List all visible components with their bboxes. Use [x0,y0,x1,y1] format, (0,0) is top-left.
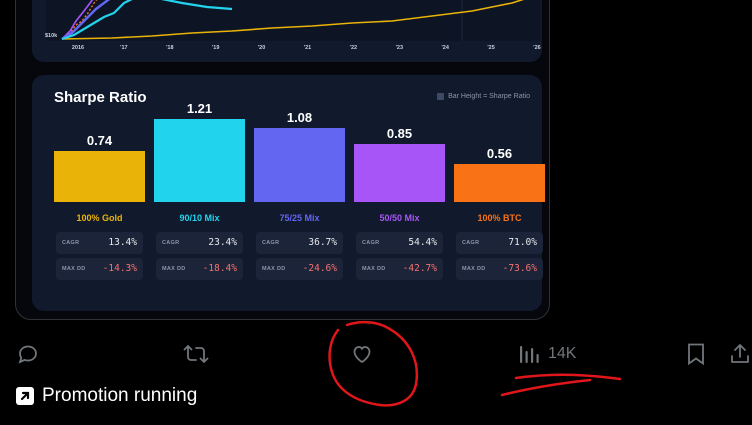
series-line-gold [61,0,524,40]
views-chart-icon [520,346,539,363]
x-tick-label: '26 [533,45,541,51]
red-underline-annotation-2 [500,378,592,397]
sharpe-value-label: 1.08 [286,110,313,125]
stat-value: -42.7% [402,263,437,274]
max-dd-stat: MAX DD -18.4% [156,258,243,280]
sharpe-value-label: 0.85 [386,126,413,141]
portfolio-name: 100% BTC [477,213,522,223]
stat-label: MAX DD [62,266,86,272]
bookmark-button[interactable] [685,340,707,368]
x-tick-label: '17 [120,45,128,51]
stat-value: -18.4% [202,263,237,274]
arrow-up-right-icon [16,387,34,405]
heart-icon [353,346,371,364]
sharpe-bar [54,151,145,202]
portfolio-name: 90/10 Mix [179,213,220,223]
stat-label: MAX DD [162,266,186,272]
stat-label: MAX DD [462,266,486,272]
legend-swatch [437,93,445,100]
cagr-stat: CAGR 36.7% [256,232,343,254]
like-button[interactable] [350,340,374,368]
x-tick-label: '22 [349,45,358,51]
reply-icon [18,345,37,364]
x-tick-label: '21 [303,45,312,51]
sharpe-bar [154,119,245,202]
stat-value: 71.0% [508,237,537,248]
stat-label: CAGR [362,240,380,246]
stat-value: 13.4% [108,237,137,248]
series-line-mix75 [61,0,212,41]
stat-label: CAGR [62,240,80,246]
x-tick-label: 2016 [71,45,85,51]
x-axis-ticks: 2016 '17 '18 '19 '20 '21 '22 '23 '24 '25 '26 [32,45,542,55]
portfolio-name: 50/50 Mix [379,213,420,223]
x-tick-label: '20 [257,45,266,51]
cagr-stat: CAGR 23.4% [156,232,243,254]
max-dd-stat: MAX DD -24.6% [256,258,343,280]
sharpe-value-label: 0.56 [486,146,513,161]
x-tick-label: '18 [166,45,174,51]
sharpe-value-label: 0.74 [86,133,113,148]
y-axis-label: $10k [45,33,58,39]
sharpe-bar [454,164,545,202]
max-dd-stat: MAX DD -73.6% [456,258,543,280]
sharpe-ratio-panel: Sharpe Ratio Bar Height = Sharpe Ratio 0… [32,75,545,311]
growth-line-chart: $10k 2016 '17 '18 '19 '20 '21 '22 '23 '24 '25 '26 [32,0,542,62]
x-tick-label: '25 [487,45,495,51]
promotion-status[interactable]: Promotion running [16,385,197,407]
stat-label: MAX DD [362,266,386,272]
share-button[interactable] [728,340,752,368]
cagr-stat: CAGR 71.0% [456,232,543,254]
views-count: 14K [548,345,577,362]
post-media-card[interactable]: $10k 2016'17'18'19'20'21'22'23'24'25'26 … [15,0,550,320]
sharpe-bar [254,128,345,202]
series-line-mix90 [61,0,233,41]
x-tick-label: '23 [395,45,404,51]
red-underline-annotation [514,373,622,381]
cagr-stat: CAGR 54.4% [356,232,443,254]
repost-icon [183,345,209,363]
series-line-btc [61,0,98,40]
promotion-label: Promotion running [42,385,198,406]
cagr-stat: CAGR 13.4% [56,232,143,254]
post-action-bar: 14K [0,340,752,370]
stat-label: CAGR [262,240,280,246]
share-icon [731,344,749,363]
portfolio-name: 75/25 Mix [279,213,320,223]
stat-label: MAX DD [262,266,286,272]
chart-legend: Bar Height = Sharpe Ratio [437,93,530,100]
stat-value: -24.6% [302,263,337,274]
stat-value: 23.4% [208,237,237,248]
x-tick-label: '19 [211,45,220,51]
sharpe-value-label: 1.21 [186,101,213,116]
max-dd-stat: MAX DD -14.3% [56,258,143,280]
series-line-mix50 [61,0,94,40]
views-button[interactable]: 14K [518,340,576,368]
stat-label: CAGR [162,240,180,246]
max-dd-stat: MAX DD -42.7% [356,258,443,280]
x-tick-label: '24 [441,45,449,51]
portfolio-name: 100% Gold [76,213,123,223]
repost-button[interactable] [183,340,209,368]
sharpe-bar [354,144,445,202]
stat-value: 36.7% [308,237,337,248]
stat-value: -73.6% [502,263,537,274]
stat-label: CAGR [462,240,480,246]
bookmark-icon [688,343,704,366]
panel-title: Sharpe Ratio [54,89,147,106]
legend-label: Bar Height = Sharpe Ratio [448,93,530,100]
reply-button[interactable] [16,340,40,368]
stat-value: -14.3% [102,263,137,274]
stat-value: 54.4% [408,237,437,248]
